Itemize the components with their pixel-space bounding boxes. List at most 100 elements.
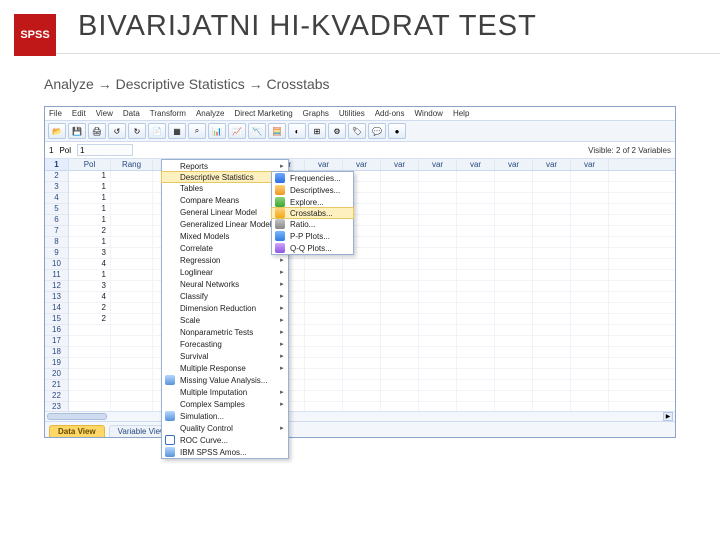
cell[interactable] [495,281,533,291]
cell[interactable] [419,281,457,291]
cell[interactable] [381,270,419,280]
menu-item[interactable]: Tables▸ [162,182,288,194]
menu-item[interactable]: Simulation... [162,410,288,422]
cell[interactable] [495,182,533,192]
row-header[interactable]: 16 [45,325,68,336]
menu-item[interactable]: P-P Plots... [272,230,353,242]
cell[interactable] [457,336,495,346]
cell[interactable] [571,358,609,368]
cell[interactable] [533,336,571,346]
cell[interactable] [381,193,419,203]
cell[interactable] [533,391,571,401]
menu-item[interactable]: Nonparametric Tests▸ [162,326,288,338]
cell[interactable] [533,380,571,390]
cell[interactable] [533,182,571,192]
cell[interactable] [111,402,153,411]
cell[interactable]: 4 [69,259,111,269]
cell-editor[interactable]: 1 [77,144,133,156]
menu-item[interactable]: Classify▸ [162,290,288,302]
cell[interactable] [381,248,419,258]
cell[interactable] [381,204,419,214]
cell[interactable] [457,259,495,269]
col-header[interactable]: var [571,159,609,170]
cell[interactable] [533,358,571,368]
split-icon[interactable]: ⊞ [308,123,326,139]
cell[interactable] [457,215,495,225]
cell[interactable] [111,215,153,225]
menu-item[interactable]: Quality Control▸ [162,422,288,434]
cell[interactable] [381,380,419,390]
cell[interactable] [495,402,533,411]
menu-item[interactable]: Frequencies... [272,172,353,184]
cell[interactable] [305,358,343,368]
cell[interactable] [457,182,495,192]
weight-icon[interactable]: ◐ [288,123,306,139]
cell[interactable] [571,237,609,247]
cell[interactable] [419,193,457,203]
cell[interactable] [571,347,609,357]
cell[interactable] [457,369,495,379]
cell[interactable] [419,314,457,324]
cell[interactable] [381,369,419,379]
cell[interactable] [381,281,419,291]
cell[interactable] [571,314,609,324]
col-header[interactable]: var [381,159,419,170]
cell[interactable] [533,292,571,302]
row-header[interactable]: 12 [45,281,68,292]
cell[interactable] [457,237,495,247]
menu-item[interactable]: Dimension Reduction▸ [162,302,288,314]
row-header[interactable]: 21 [45,380,68,391]
cell[interactable] [457,325,495,335]
cell[interactable] [457,347,495,357]
cell[interactable] [457,402,495,411]
cell[interactable] [457,248,495,258]
cell[interactable] [495,226,533,236]
cell[interactable] [381,171,419,181]
cell[interactable] [381,336,419,346]
cell[interactable] [419,248,457,258]
grid-icon[interactable]: ▦ [168,123,186,139]
cell[interactable] [305,336,343,346]
record-icon[interactable]: ● [388,123,406,139]
cell[interactable] [495,215,533,225]
col-header[interactable]: var [305,159,343,170]
cell[interactable] [533,204,571,214]
cell[interactable] [343,391,381,401]
cell[interactable] [533,314,571,324]
cell[interactable] [381,226,419,236]
cell[interactable] [111,369,153,379]
save-icon[interactable]: 💾 [68,123,86,139]
cell[interactable] [305,292,343,302]
cell[interactable] [571,248,609,258]
cell[interactable]: 1 [69,215,111,225]
cell[interactable] [111,259,153,269]
cell[interactable] [457,358,495,368]
cell[interactable] [571,204,609,214]
cell[interactable] [111,292,153,302]
menu-item[interactable]: Scale▸ [162,314,288,326]
cell[interactable] [495,314,533,324]
menu-item[interactable]: Neural Networks▸ [162,278,288,290]
cell[interactable]: 1 [69,193,111,203]
cell[interactable] [111,281,153,291]
cell[interactable] [381,358,419,368]
menu-item[interactable]: IBM SPSS Amos... [162,446,288,458]
cell[interactable]: 1 [69,270,111,280]
cell[interactable] [381,391,419,401]
menu-help[interactable]: Help [453,109,469,118]
cell[interactable] [343,314,381,324]
cell[interactable] [571,292,609,302]
row-header[interactable]: 2 [45,171,68,182]
print-icon[interactable]: 🖨 [88,123,106,139]
cell[interactable] [571,171,609,181]
menu-edit[interactable]: Edit [72,109,86,118]
cell[interactable] [343,358,381,368]
cell[interactable] [419,391,457,401]
cell[interactable] [381,215,419,225]
chart2-icon[interactable]: 📈 [228,123,246,139]
find-icon[interactable]: ⌕ [188,123,206,139]
cell[interactable] [111,347,153,357]
cell[interactable] [457,193,495,203]
cell[interactable] [343,325,381,335]
cell[interactable] [533,248,571,258]
